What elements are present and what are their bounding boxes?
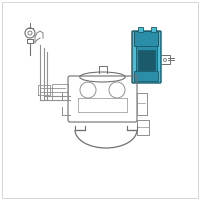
Bar [151, 26, 156, 31]
FancyBboxPatch shape [132, 31, 161, 83]
Bar [138, 26, 143, 31]
FancyBboxPatch shape [134, 31, 158, 46]
FancyBboxPatch shape [134, 72, 158, 82]
Bar [136, 46, 157, 72]
Bar [138, 50, 155, 70]
